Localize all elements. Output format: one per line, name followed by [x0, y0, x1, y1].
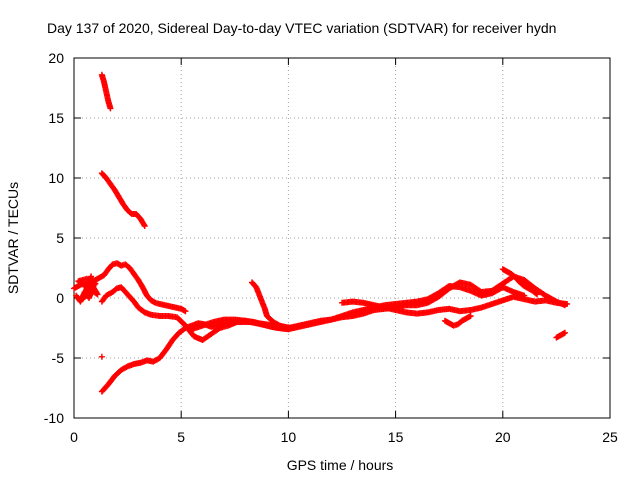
data-point: [107, 105, 114, 112]
series-track-h: [339, 293, 571, 317]
chart-title: Day 137 of 2020, Sidereal Day-to-day VTE…: [47, 20, 556, 36]
x-axis-label: GPS time / hours: [287, 457, 394, 473]
y-tick-label: 10: [48, 170, 64, 186]
x-tick-label: 10: [281, 429, 297, 445]
x-tick-label: 25: [602, 429, 618, 445]
series-track-g: [188, 283, 528, 333]
series-track-j: [499, 266, 541, 298]
data-point: [533, 290, 540, 297]
series-track-k: [553, 329, 568, 341]
y-tick-label: 5: [56, 230, 64, 246]
y-tick-label: 20: [48, 50, 64, 66]
data-points: [71, 71, 571, 395]
data-point: [141, 221, 148, 228]
data-point: [534, 291, 541, 298]
y-tick-label: -10: [44, 410, 64, 426]
x-tick-label: 5: [177, 429, 185, 445]
axis-ticks: 0 5 10 15 20 25 -10 -5 0 5 10 15 20: [44, 50, 618, 445]
series-track-c-scatter: [73, 273, 101, 305]
y-tick-label: 0: [56, 290, 64, 306]
data-point: [564, 301, 571, 307]
series-track-b: [98, 170, 148, 229]
y-tick-label: -5: [52, 350, 65, 366]
y-tick-label: 15: [48, 110, 64, 126]
x-tick-label: 0: [70, 429, 78, 445]
data-point: [561, 329, 568, 336]
series-track-d: [98, 284, 292, 343]
data-point: [467, 313, 474, 319]
series-track-i: [441, 313, 474, 329]
y-axis-label: SDTVAR / TECUs: [5, 182, 21, 294]
data-point: [88, 273, 95, 280]
data-point: [98, 353, 105, 360]
series-track-a-high: [98, 71, 114, 112]
grid-lines: [74, 58, 610, 418]
x-tick-label: 20: [495, 429, 511, 445]
data-point: [141, 223, 148, 229]
x-tick-label: 15: [388, 429, 404, 445]
data-point: [182, 308, 189, 315]
